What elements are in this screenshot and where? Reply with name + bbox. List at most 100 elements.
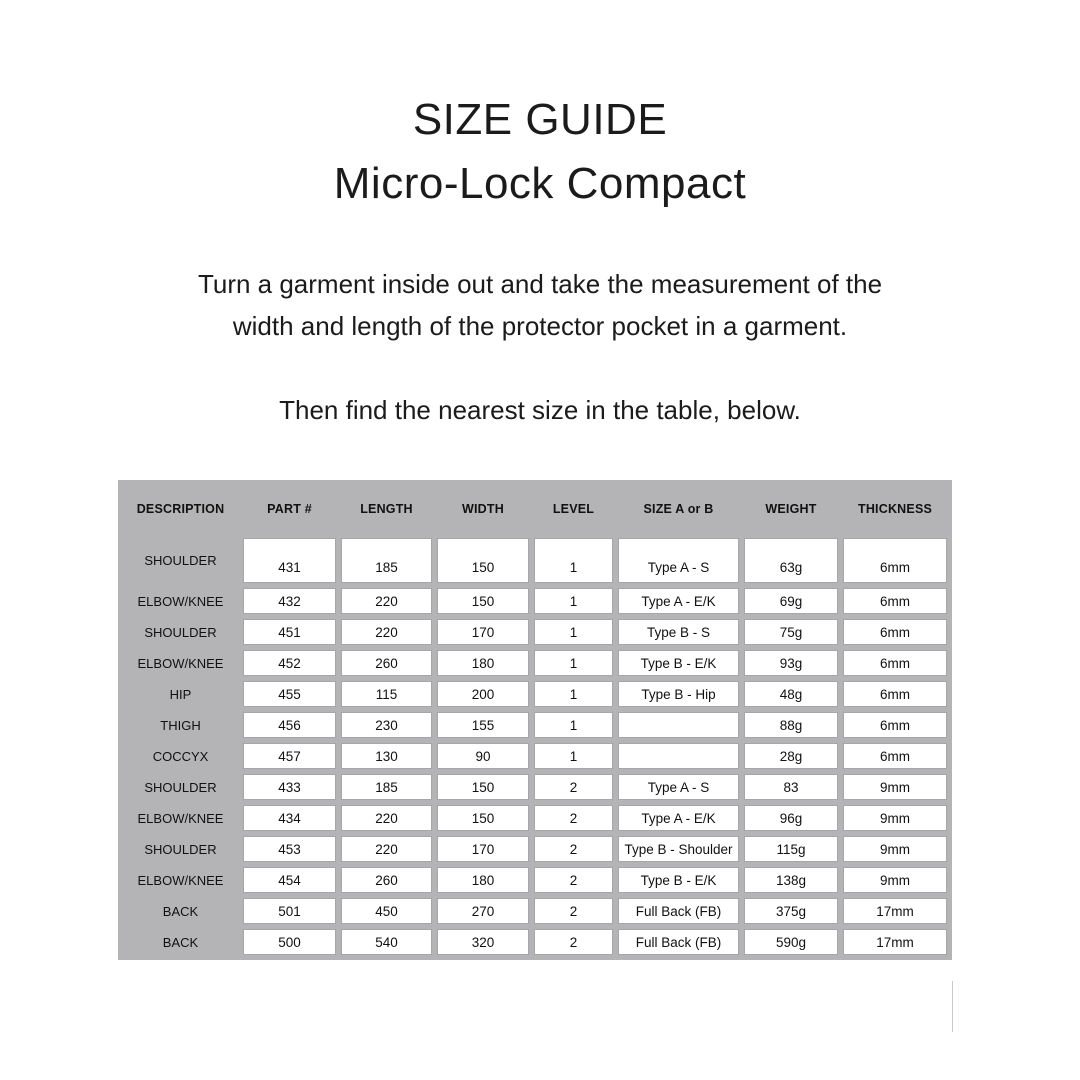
table-cell: 501 bbox=[243, 898, 336, 924]
table-cell: 6mm bbox=[843, 681, 947, 707]
row-label: ELBOW/KNEE bbox=[137, 593, 224, 609]
table-cell: 6mm bbox=[843, 538, 947, 583]
table-header-row: DESCRIPTION PART # LENGTH WIDTH LEVEL SIZE A … bbox=[123, 485, 947, 533]
table-cell: 115g bbox=[744, 836, 838, 862]
table-row: BACK 501 450 270 2 Full Back (FB) 375g 17mm bbox=[123, 898, 947, 924]
table-cell: 320 bbox=[437, 929, 529, 955]
table-cell: 9mm bbox=[843, 774, 947, 800]
instructions-measure-line2: width and length of the protector pocket… bbox=[232, 311, 848, 341]
row-label: ELBOW/KNEE bbox=[137, 872, 224, 888]
column-header: WEIGHT bbox=[765, 502, 817, 516]
table-cell: Type B - S bbox=[618, 619, 739, 645]
table-cell bbox=[618, 712, 739, 738]
table-cell: 200 bbox=[437, 681, 529, 707]
table-cell: Type B - E/K bbox=[618, 867, 739, 893]
table-cell: Type B - Hip bbox=[618, 681, 739, 707]
table-cell: Type B - E/K bbox=[618, 650, 739, 676]
table-cell: 220 bbox=[341, 805, 432, 831]
table-cell: 28g bbox=[744, 743, 838, 769]
table-cell: 150 bbox=[437, 805, 529, 831]
vertical-divider-line bbox=[952, 981, 953, 1032]
table-row: BACK 500 540 320 2 Full Back (FB) 590g 17mm bbox=[123, 929, 947, 955]
row-label: ELBOW/KNEE bbox=[137, 655, 224, 671]
row-label: HIP bbox=[169, 686, 192, 702]
size-guide-table: DESCRIPTION PART # LENGTH WIDTH LEVEL SIZE A … bbox=[118, 480, 952, 960]
table-cell: 150 bbox=[437, 588, 529, 614]
instructions-measure: Turn a garment inside out and take the m… bbox=[0, 263, 1080, 347]
column-header: DESCRIPTION bbox=[136, 502, 225, 516]
table-row: SHOULDER 451 220 170 1 Type B - S 75g 6mm bbox=[123, 619, 947, 645]
table-cell: 375g bbox=[744, 898, 838, 924]
table-cell: 2 bbox=[534, 867, 613, 893]
column-header: PART # bbox=[267, 502, 312, 516]
table-cell: 451 bbox=[243, 619, 336, 645]
table-cell: 450 bbox=[341, 898, 432, 924]
table-row: COCCYX 457 130 90 1 28g 6mm bbox=[123, 743, 947, 769]
row-label: COCCYX bbox=[152, 748, 209, 764]
table-row: ELBOW/KNEE 432 220 150 1 Type A - E/K 69g 6mm bbox=[123, 588, 947, 614]
table-row: SHOULDER 433 185 150 2 Type A - S 83 9mm bbox=[123, 774, 947, 800]
table-cell: 540 bbox=[341, 929, 432, 955]
table-cell: 83 bbox=[744, 774, 838, 800]
row-label: SHOULDER bbox=[144, 553, 217, 568]
table-cell bbox=[618, 743, 739, 769]
table-cell: 90 bbox=[437, 743, 529, 769]
table-cell: 48g bbox=[744, 681, 838, 707]
table-row: SHOULDER 453 220 170 2 Type B - Shoulder 115g 9… bbox=[123, 836, 947, 862]
table-cell: 260 bbox=[341, 650, 432, 676]
row-label: SHOULDER bbox=[144, 841, 217, 857]
table-cell: 96g bbox=[744, 805, 838, 831]
table-row: ELBOW/KNEE 434 220 150 2 Type A - E/K 96g 9mm bbox=[123, 805, 947, 831]
table-cell: Type A - E/K bbox=[618, 805, 739, 831]
table-cell: 6mm bbox=[843, 650, 947, 676]
instructions-find-size: Then find the nearest size in the table,… bbox=[279, 395, 801, 425]
table-cell: 220 bbox=[341, 836, 432, 862]
table-cell: 453 bbox=[243, 836, 336, 862]
table-row: HIP 455 115 200 1 Type B - Hip 48g 6mm bbox=[123, 681, 947, 707]
table-cell: 93g bbox=[744, 650, 838, 676]
table-cell: 2 bbox=[534, 836, 613, 862]
table-cell: 454 bbox=[243, 867, 336, 893]
table-row: ELBOW/KNEE 454 260 180 2 Type B - E/K 138g 9mm bbox=[123, 867, 947, 893]
table-cell: 2 bbox=[534, 898, 613, 924]
table-row: THIGH 456 230 155 1 88g 6mm bbox=[123, 712, 947, 738]
table-cell: 434 bbox=[243, 805, 336, 831]
table-cell: Type A - S bbox=[618, 538, 739, 583]
column-header: WIDTH bbox=[462, 502, 504, 516]
table-cell: 455 bbox=[243, 681, 336, 707]
table-cell: Type A - E/K bbox=[618, 588, 739, 614]
table-cell: 170 bbox=[437, 619, 529, 645]
table-cell: Full Back (FB) bbox=[618, 898, 739, 924]
page-title: SIZE GUIDE Micro-Lock Compact bbox=[0, 88, 1080, 216]
table-cell: 9mm bbox=[843, 836, 947, 862]
column-header: SIZE A or B bbox=[643, 502, 714, 516]
table-cell: 2 bbox=[534, 774, 613, 800]
table-cell: 220 bbox=[341, 588, 432, 614]
row-label: SHOULDER bbox=[144, 624, 217, 640]
table-cell: 150 bbox=[437, 774, 529, 800]
table-row: SHOULDER 431 185 150 1 Type A - S 63g 6mm bbox=[123, 538, 947, 583]
table-cell: 130 bbox=[341, 743, 432, 769]
table-cell: 155 bbox=[437, 712, 529, 738]
table-cell: 432 bbox=[243, 588, 336, 614]
table-cell: 138g bbox=[744, 867, 838, 893]
row-label: SHOULDER bbox=[144, 779, 217, 795]
table-cell: 9mm bbox=[843, 867, 947, 893]
table-cell: 433 bbox=[243, 774, 336, 800]
title-line-product-name: Micro-Lock Compact bbox=[333, 159, 747, 208]
table-cell: 1 bbox=[534, 538, 613, 583]
table-cell: 260 bbox=[341, 867, 432, 893]
table-cell: 6mm bbox=[843, 712, 947, 738]
table-cell: 69g bbox=[744, 588, 838, 614]
table-cell: 457 bbox=[243, 743, 336, 769]
table-cell: 1 bbox=[534, 681, 613, 707]
table-cell: 452 bbox=[243, 650, 336, 676]
table-cell: 1 bbox=[534, 619, 613, 645]
table-cell: 1 bbox=[534, 712, 613, 738]
row-label: BACK bbox=[162, 934, 199, 950]
table-cell: 431 bbox=[243, 538, 336, 583]
table-cell: 6mm bbox=[843, 619, 947, 645]
instructions-measure-line1: Turn a garment inside out and take the m… bbox=[197, 269, 883, 299]
table-cell: 150 bbox=[437, 538, 529, 583]
table-cell: 185 bbox=[341, 538, 432, 583]
